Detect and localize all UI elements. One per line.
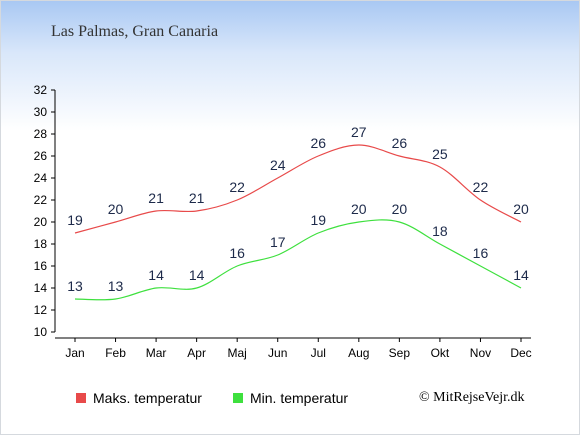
y-tick-label: 10: [34, 325, 48, 339]
legend-item-max: Maks. temperatur: [76, 390, 202, 406]
data-label-min: 16: [473, 245, 489, 261]
legend-label-min: Min. temperatur: [250, 390, 349, 406]
x-tick-label: Sep: [389, 346, 411, 360]
series-line-max: [74, 144, 522, 234]
data-label-max: 20: [513, 201, 529, 217]
legend-swatch-max: [76, 393, 86, 403]
x-tick-label: Dec: [510, 346, 531, 360]
data-label-max: 19: [67, 212, 83, 228]
x-tick-label: Nov: [470, 346, 491, 360]
data-label-max: 24: [270, 157, 286, 173]
y-tick-label: 14: [34, 281, 48, 295]
data-label-max: 26: [392, 135, 408, 151]
data-label-max: 26: [310, 135, 326, 151]
x-tick-label: Jan: [65, 346, 84, 360]
x-tick-label: Feb: [105, 346, 126, 360]
legend-label-max: Maks. temperatur: [93, 390, 202, 406]
series-line-min: [74, 219, 522, 301]
data-label-max: 21: [148, 190, 164, 206]
x-tick-label: Aug: [348, 346, 369, 360]
y-tick-label: 24: [34, 171, 48, 185]
x-tick-label: Jun: [268, 346, 287, 360]
y-tick-label: 12: [34, 303, 48, 317]
data-label-min: 20: [392, 201, 408, 217]
data-label-max: 22: [229, 179, 245, 195]
data-label-max: 25: [432, 146, 448, 162]
y-tick-label: 30: [34, 105, 48, 119]
data-label-min: 18: [432, 223, 448, 239]
y-tick-label: 18: [34, 237, 48, 251]
data-label-max: 27: [351, 124, 367, 140]
x-tick-label: Mar: [146, 346, 167, 360]
data-label-min: 17: [270, 234, 286, 250]
y-tick-label: 22: [34, 193, 48, 207]
y-tick-label: 32: [34, 83, 48, 97]
data-label-min: 13: [67, 278, 83, 294]
y-tick-label: 20: [34, 215, 48, 229]
x-tick-label: Jul: [311, 346, 326, 360]
data-label-max: 21: [189, 190, 205, 206]
x-tick-label: Maj: [228, 346, 247, 360]
data-label-max: 22: [473, 179, 489, 195]
data-label-min: 20: [351, 201, 367, 217]
data-label-min: 14: [189, 267, 205, 283]
y-tick-label: 16: [34, 259, 48, 273]
data-label-min: 16: [229, 245, 245, 261]
data-label-min: 14: [513, 267, 529, 283]
copyright-text: © MitRejseVejr.dk: [419, 390, 525, 405]
data-label-min: 14: [148, 267, 164, 283]
data-label-max: 20: [108, 201, 124, 217]
y-tick-label: 26: [34, 149, 48, 163]
x-tick-label: Apr: [187, 346, 206, 360]
legend-item-min: Min. temperatur: [233, 390, 348, 406]
chart-title: Las Palmas, Gran Canaria: [51, 23, 219, 40]
y-tick-label: 28: [34, 127, 48, 141]
legend-swatch-min: [233, 393, 243, 403]
x-tick-label: Okt: [431, 346, 450, 360]
data-label-min: 13: [108, 278, 124, 294]
data-label-min: 19: [310, 212, 326, 228]
